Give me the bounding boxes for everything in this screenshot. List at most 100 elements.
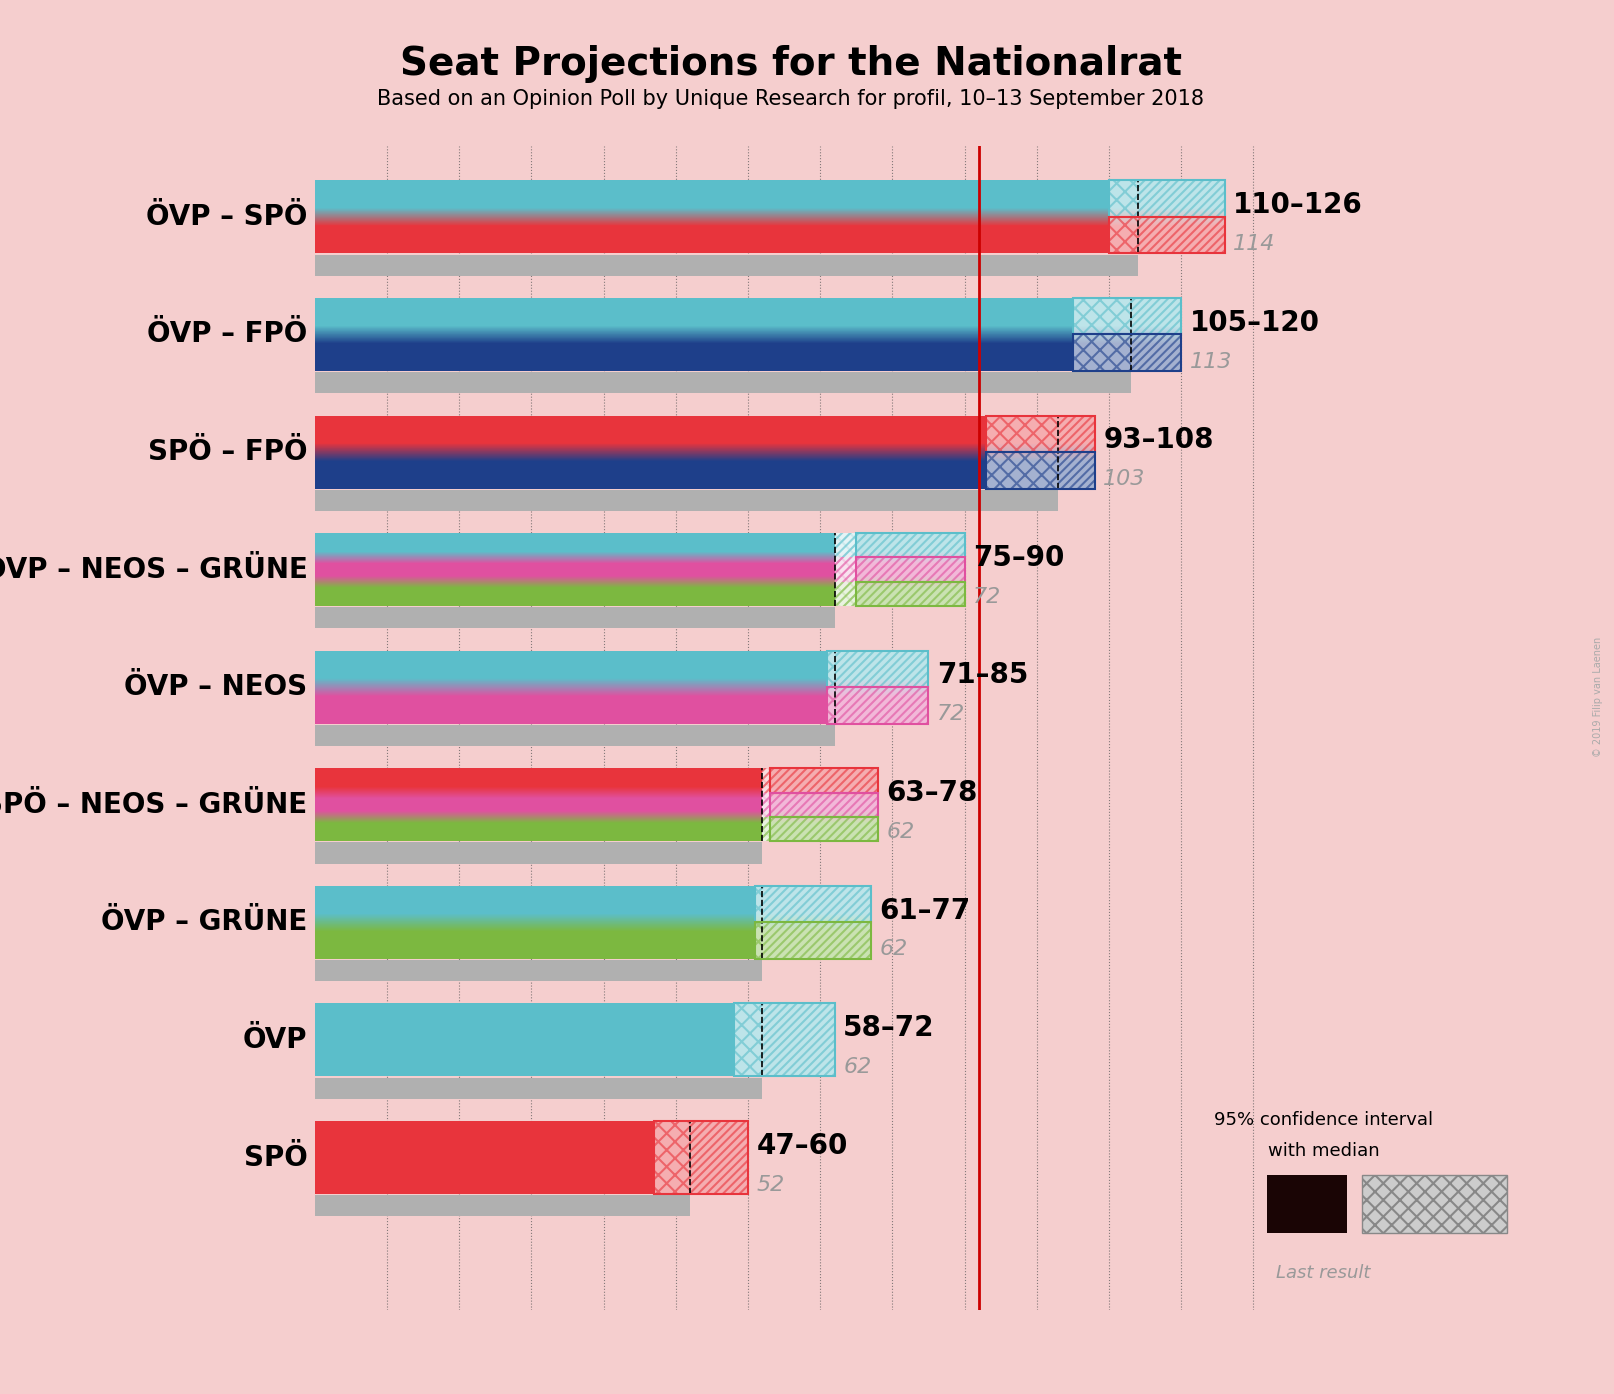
Bar bbox=[770, 768, 878, 793]
Bar bbox=[762, 793, 878, 817]
Bar bbox=[834, 533, 965, 558]
Bar bbox=[828, 651, 928, 687]
Bar bbox=[691, 1121, 747, 1193]
Bar bbox=[315, 687, 828, 723]
Bar bbox=[1131, 298, 1181, 335]
Bar bbox=[762, 817, 770, 841]
Text: 72: 72 bbox=[938, 704, 965, 725]
Bar bbox=[828, 651, 928, 687]
Text: © 2019 Filip van Laenen: © 2019 Filip van Laenen bbox=[1593, 637, 1603, 757]
Text: ÖVP – NEOS: ÖVP – NEOS bbox=[124, 673, 308, 701]
Bar bbox=[315, 651, 828, 687]
Bar bbox=[315, 960, 762, 981]
Bar bbox=[654, 1121, 691, 1193]
Bar bbox=[654, 1121, 747, 1193]
Text: ÖVP – SPÖ: ÖVP – SPÖ bbox=[147, 204, 308, 231]
Bar bbox=[315, 1195, 691, 1217]
Bar bbox=[857, 581, 965, 606]
Bar bbox=[762, 768, 770, 793]
Text: SPÖ – FPÖ: SPÖ – FPÖ bbox=[148, 438, 308, 466]
Bar bbox=[315, 887, 755, 923]
Bar bbox=[828, 687, 928, 723]
Bar bbox=[986, 452, 1059, 488]
Text: ÖVP: ÖVP bbox=[244, 1026, 308, 1054]
Text: 62: 62 bbox=[880, 940, 907, 959]
Bar bbox=[315, 1004, 733, 1076]
Text: SPÖ – NEOS – GRÜNE: SPÖ – NEOS – GRÜNE bbox=[0, 790, 308, 818]
Text: Last result: Last result bbox=[1277, 1264, 1370, 1282]
Bar bbox=[857, 533, 965, 558]
Bar bbox=[1073, 298, 1181, 335]
Bar bbox=[315, 842, 762, 863]
Text: 47–60: 47–60 bbox=[757, 1132, 847, 1160]
Text: Seat Projections for the Nationalrat: Seat Projections for the Nationalrat bbox=[400, 45, 1181, 82]
Bar bbox=[315, 533, 857, 558]
Bar bbox=[1109, 180, 1225, 217]
Bar bbox=[315, 768, 770, 793]
Text: 93–108: 93–108 bbox=[1104, 427, 1214, 454]
Bar bbox=[1109, 180, 1225, 217]
Bar bbox=[762, 793, 770, 817]
Bar bbox=[654, 1121, 747, 1193]
Bar bbox=[770, 817, 878, 841]
Bar bbox=[315, 255, 1138, 276]
Bar bbox=[1109, 180, 1138, 217]
Bar bbox=[315, 180, 1109, 217]
Bar bbox=[1073, 298, 1181, 335]
Bar bbox=[315, 608, 834, 629]
Text: ÖVP – GRÜNE: ÖVP – GRÜNE bbox=[102, 909, 308, 937]
Bar bbox=[828, 687, 928, 723]
Bar bbox=[986, 452, 1094, 488]
Text: 113: 113 bbox=[1190, 351, 1231, 372]
Bar bbox=[986, 415, 1059, 452]
Text: 58–72: 58–72 bbox=[843, 1015, 935, 1043]
Text: with median: with median bbox=[1267, 1142, 1380, 1160]
Bar bbox=[1073, 335, 1181, 371]
Text: Based on an Opinion Poll by Unique Research for profil, 10–13 September 2018: Based on an Opinion Poll by Unique Resea… bbox=[378, 89, 1204, 109]
Bar bbox=[834, 558, 965, 581]
Bar bbox=[1109, 217, 1138, 254]
Bar bbox=[733, 1004, 834, 1076]
Bar bbox=[755, 887, 870, 923]
Text: 110–126: 110–126 bbox=[1233, 191, 1362, 219]
Text: 114: 114 bbox=[1233, 234, 1275, 254]
Bar bbox=[1073, 298, 1131, 335]
Bar bbox=[315, 452, 986, 488]
Bar bbox=[1059, 452, 1094, 488]
Text: 72: 72 bbox=[973, 587, 1002, 606]
Bar bbox=[834, 558, 857, 581]
Bar bbox=[315, 725, 834, 746]
Bar bbox=[762, 1004, 834, 1076]
Bar bbox=[762, 768, 878, 793]
Bar bbox=[1109, 217, 1225, 254]
Bar bbox=[733, 1004, 834, 1076]
Bar bbox=[834, 581, 965, 606]
Bar bbox=[770, 768, 878, 793]
Bar bbox=[770, 793, 878, 817]
Text: ÖVP – FPÖ: ÖVP – FPÖ bbox=[147, 321, 308, 348]
Bar bbox=[986, 452, 1094, 488]
Bar bbox=[762, 923, 870, 959]
Text: 61–77: 61–77 bbox=[880, 896, 970, 924]
Text: 103: 103 bbox=[1104, 470, 1146, 489]
Bar bbox=[828, 651, 834, 687]
Text: 95% confidence interval: 95% confidence interval bbox=[1214, 1111, 1433, 1129]
Bar bbox=[857, 558, 965, 581]
Bar bbox=[857, 581, 965, 606]
Bar bbox=[315, 217, 1109, 254]
Bar bbox=[1073, 335, 1181, 371]
Bar bbox=[315, 489, 1059, 510]
Bar bbox=[315, 415, 986, 452]
Bar bbox=[315, 558, 857, 581]
Bar bbox=[834, 687, 928, 723]
Bar bbox=[1131, 335, 1181, 371]
Bar bbox=[1267, 1175, 1348, 1234]
Bar bbox=[755, 887, 870, 923]
Text: 71–85: 71–85 bbox=[938, 662, 1028, 690]
Bar bbox=[770, 793, 878, 817]
Bar bbox=[1059, 415, 1094, 452]
Bar bbox=[1362, 1175, 1507, 1234]
Bar bbox=[315, 1121, 654, 1193]
Bar bbox=[1073, 335, 1131, 371]
Bar bbox=[315, 1078, 762, 1098]
